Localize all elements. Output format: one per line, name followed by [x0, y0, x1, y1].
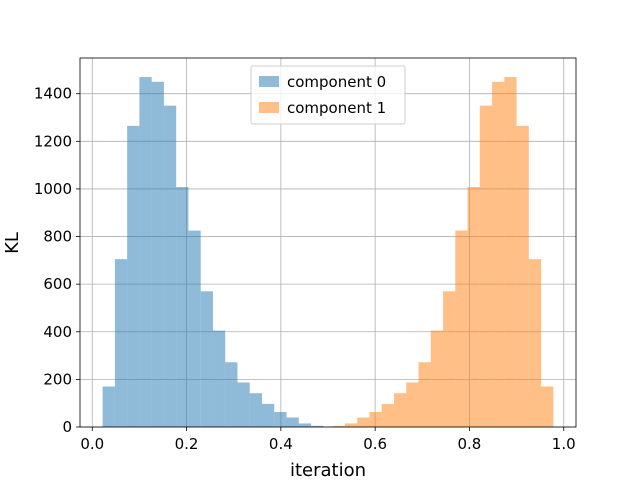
legend-swatch — [259, 102, 279, 113]
histogram-bar-series-1 — [443, 291, 456, 427]
histogram-bar-series-0 — [212, 330, 226, 427]
histogram-bar-series-0 — [151, 81, 164, 427]
x-tick-label: 1.0 — [552, 435, 576, 453]
histogram-bar-series-1 — [492, 81, 505, 427]
histogram-bar-series-0 — [274, 412, 287, 427]
histogram-bar-series-0 — [286, 417, 299, 427]
histogram-bar-series-0 — [102, 386, 115, 427]
x-axis-label: iteration — [290, 460, 366, 480]
histogram-bar-series-0 — [139, 77, 152, 427]
x-tick-label: 0.2 — [175, 435, 199, 453]
histogram-bar-series-1 — [504, 77, 517, 427]
histogram-bar-series-1 — [479, 105, 493, 427]
x-tick-label: 0.0 — [80, 435, 104, 453]
x-tick-label: 0.8 — [458, 435, 482, 453]
histogram-bar-series-0 — [225, 362, 238, 427]
plot-frame — [79, 57, 577, 428]
histogram-bar-series-1 — [381, 403, 395, 427]
histogram-bar-series-0 — [237, 382, 250, 427]
legend-box — [250, 65, 406, 125]
y-tick-label: 1200 — [34, 132, 72, 150]
y-tick-label: 800 — [43, 228, 72, 246]
histogram-bar-series-1 — [332, 425, 345, 427]
histogram-bar-series-0 — [163, 105, 177, 427]
y-tick-label: 400 — [43, 323, 72, 341]
y-tick-label: 1400 — [34, 85, 72, 103]
histogram-bar-series-1 — [357, 417, 370, 427]
legend-swatch — [259, 76, 279, 87]
y-axis-label: KL — [2, 232, 23, 254]
histogram-bar-series-1 — [455, 230, 468, 427]
histogram-bar-series-1 — [406, 382, 419, 427]
x-tick-label: 0.6 — [363, 435, 387, 453]
histogram-bar-series-1 — [467, 187, 480, 427]
histogram-bar-series-0 — [114, 259, 128, 427]
histogram-bar-series-0 — [176, 187, 189, 427]
legend-label: component 0 — [287, 73, 386, 91]
histogram-bar-series-0 — [249, 393, 262, 427]
histogram-bar-series-0 — [311, 425, 324, 427]
histogram-bar-series-1 — [394, 393, 407, 427]
x-tick-label: 0.4 — [269, 435, 293, 453]
histogram-bar-series-0 — [188, 230, 201, 427]
legend-label: component 1 — [287, 99, 386, 117]
y-tick-label: 200 — [43, 370, 72, 388]
histogram-bar-series-1 — [344, 423, 358, 427]
histogram-bar-series-1 — [516, 125, 529, 427]
histogram-bar-series-1 — [541, 386, 554, 427]
histogram-bar-series-1 — [369, 412, 382, 427]
y-axis-ticks: 0 200 400 600 800 1000 1200 1400 — [34, 85, 80, 436]
histogram-bar-series-1 — [418, 362, 431, 427]
histogram-bars — [102, 77, 554, 427]
legend: component 0 component 1 — [250, 65, 406, 125]
y-tick-label: 0 — [62, 418, 72, 436]
x-axis-ticks: 0.0 0.2 0.4 0.6 0.8 1.0 — [80, 427, 576, 453]
histogram-bar-series-0 — [261, 403, 275, 427]
histogram-bar-series-0 — [127, 125, 140, 427]
histogram-bar-series-0 — [200, 291, 213, 427]
histogram-bar-series-1 — [430, 330, 444, 427]
y-tick-label: 600 — [43, 275, 72, 293]
histogram-bar-series-1 — [528, 259, 542, 427]
y-tick-label: 1000 — [34, 180, 72, 198]
histogram-bar-series-0 — [298, 423, 312, 427]
